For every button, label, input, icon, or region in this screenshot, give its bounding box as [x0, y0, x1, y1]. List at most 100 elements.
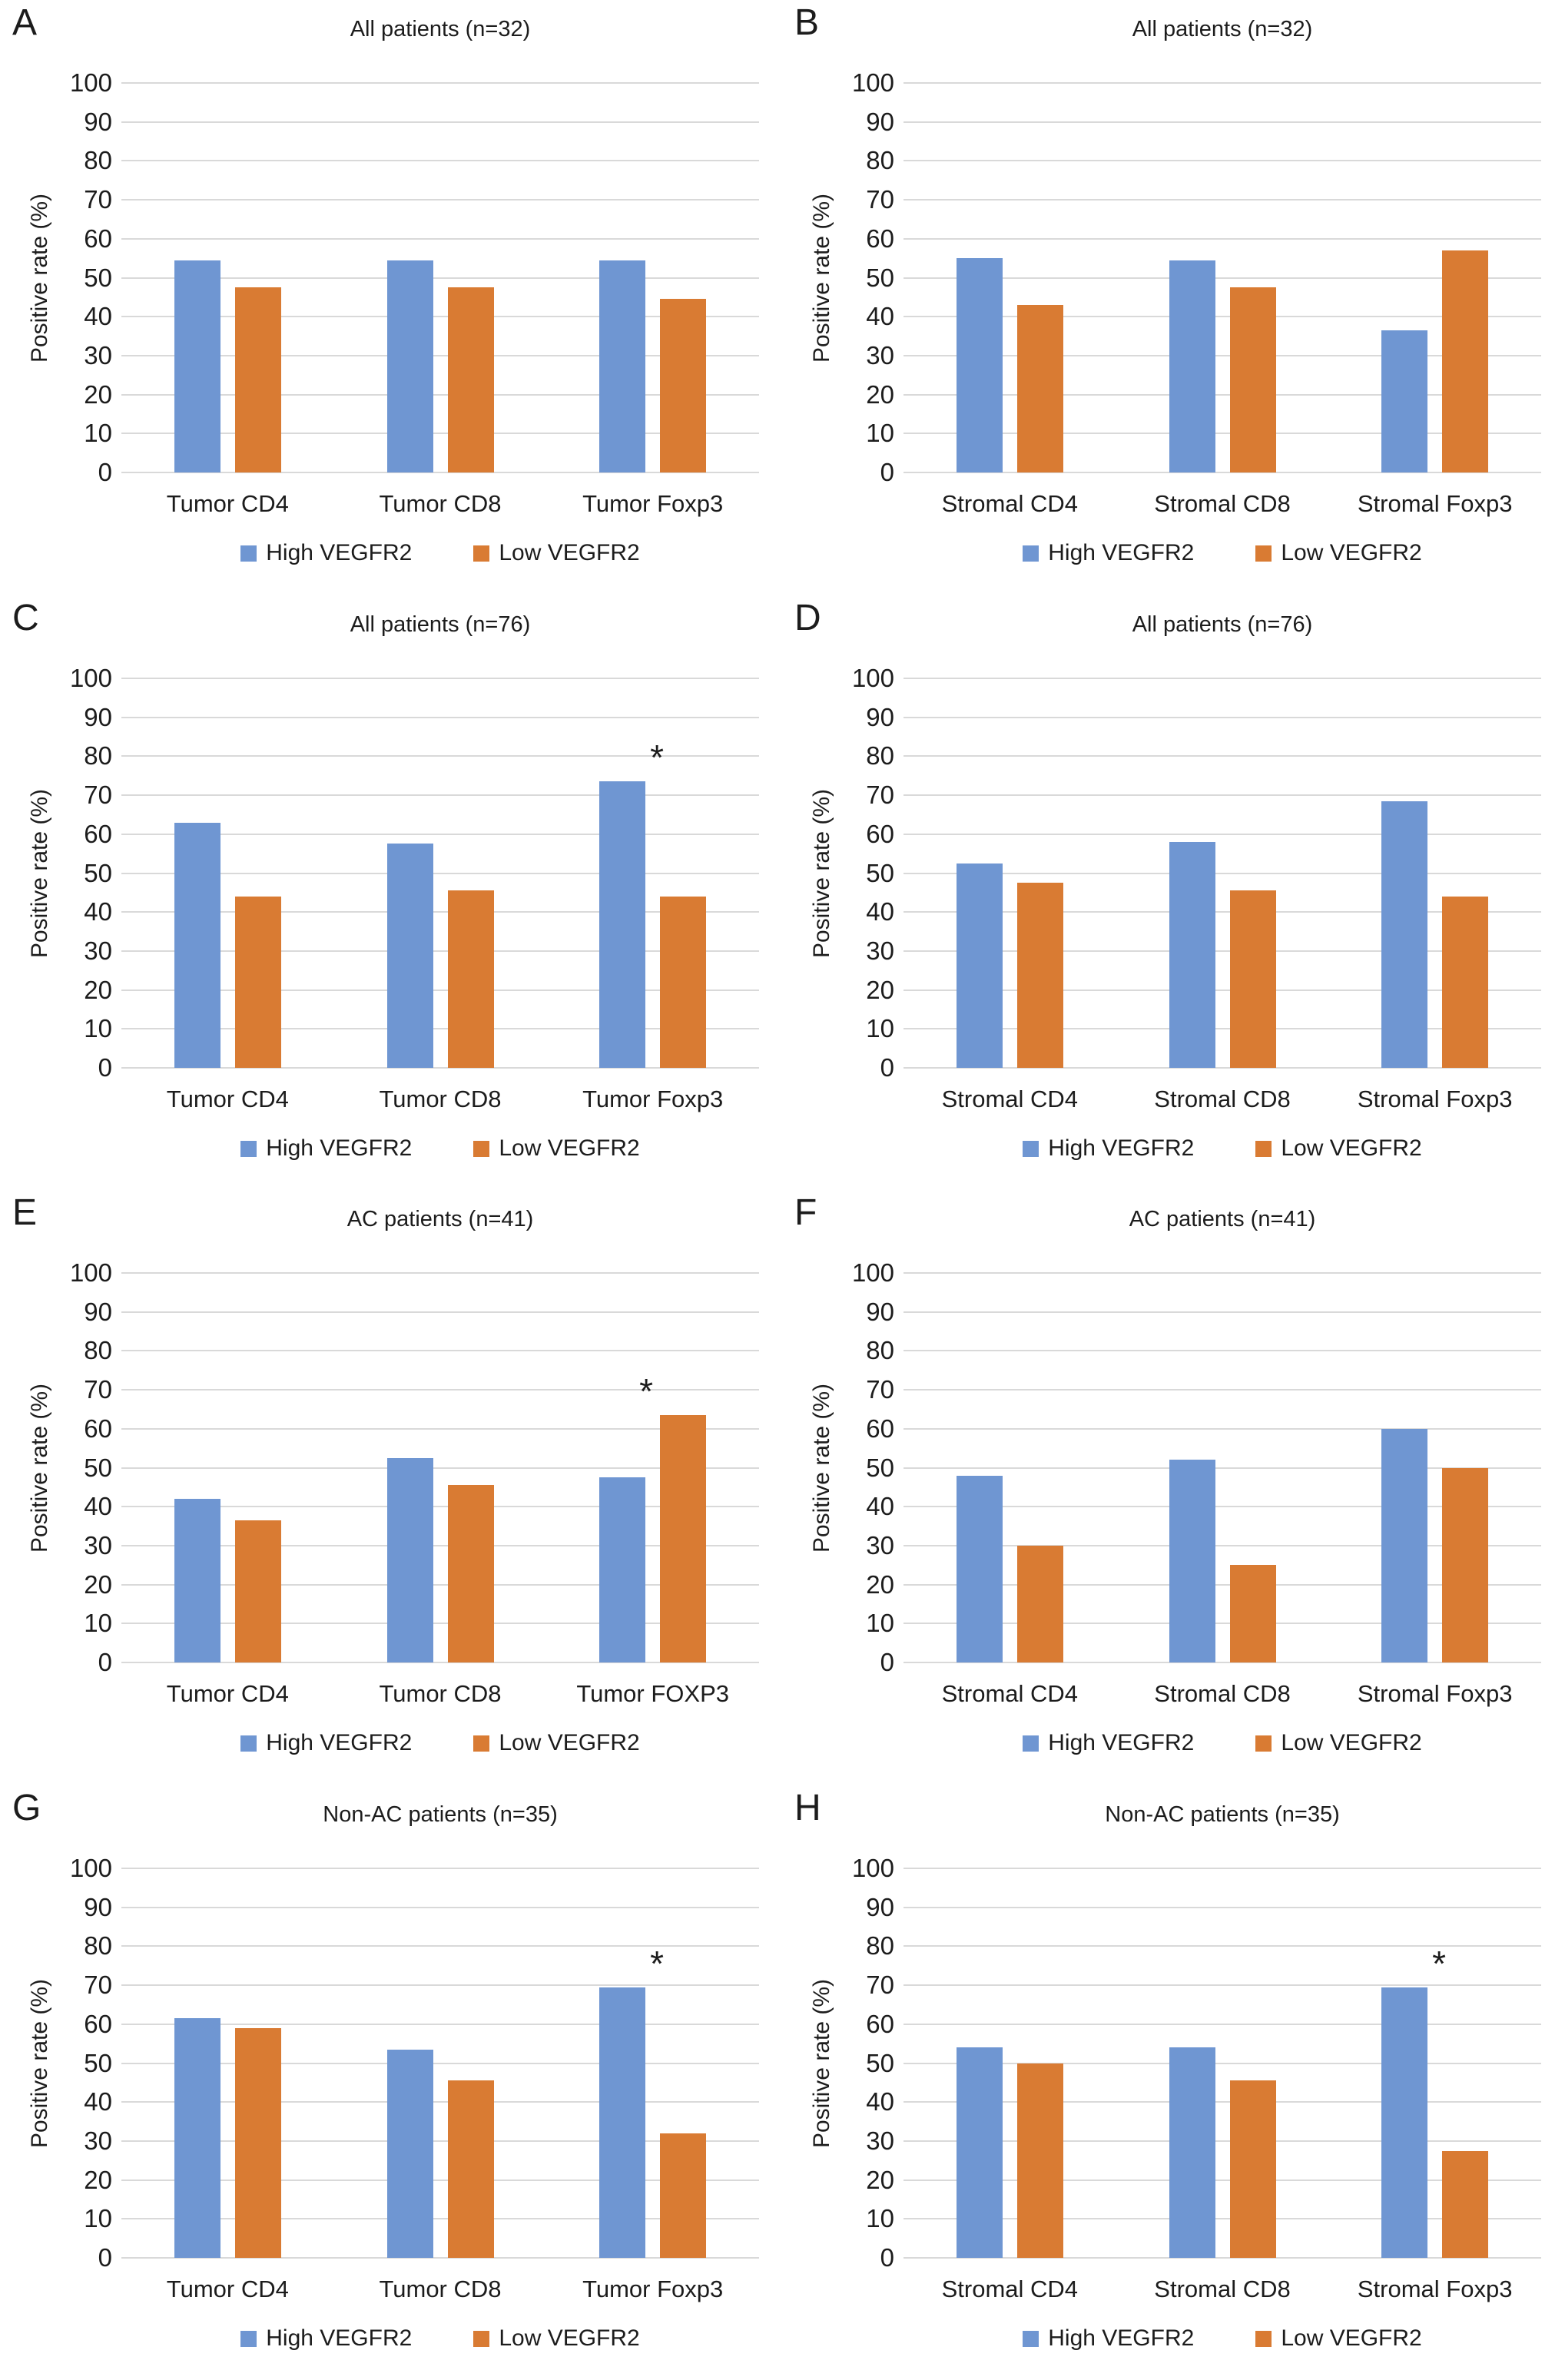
y-tick-label: 70: [84, 781, 112, 810]
y-tick-label: 70: [84, 1971, 112, 2000]
legend-swatch-high-vegfr2: [1023, 1140, 1039, 1157]
y-tick-label: 90: [84, 1297, 112, 1326]
legend: High VEGFR2 Low VEGFR2: [121, 1135, 759, 1162]
bar-high-vegfr2: [1381, 330, 1428, 472]
y-tick-label: 70: [866, 1971, 894, 2000]
y-tick-label: 80: [866, 146, 894, 175]
gridline: [121, 755, 759, 757]
chart-title: All patients (n=76): [350, 612, 531, 637]
bar-high-vegfr2: [956, 258, 1003, 472]
chart-title: All patients (n=76): [1132, 612, 1313, 637]
bar-high-vegfr2: [386, 2049, 433, 2258]
gridline: [121, 1427, 759, 1430]
y-tick-label: 20: [84, 975, 112, 1004]
plot-area: [904, 678, 1541, 1069]
y-tick-label: 60: [866, 2009, 894, 2038]
panel-letter: G: [12, 1788, 41, 1828]
gridline: [121, 1662, 759, 1663]
y-tick-label: 60: [866, 819, 894, 848]
y-tick-label: 90: [866, 1297, 894, 1326]
x-category-label: Stromal CD4: [941, 1086, 1079, 1112]
bar-high-vegfr2: [1381, 1428, 1428, 1662]
gridline: [904, 1544, 1541, 1546]
gridline: [121, 199, 759, 201]
legend-item: Low VEGFR2: [473, 540, 640, 566]
y-tick-label: 60: [84, 1414, 112, 1443]
legend-swatch-low-vegfr2: [473, 1735, 490, 1752]
y-tick-label: 50: [84, 263, 112, 292]
gridline: [904, 755, 1541, 757]
significance-asterisk: *: [650, 738, 665, 778]
bar-low-vegfr2: [447, 1485, 494, 1662]
y-tick-label: 60: [84, 819, 112, 848]
y-tick-label: 80: [84, 741, 112, 771]
gridline: [121, 2101, 759, 2103]
y-tick-label: 50: [84, 858, 112, 887]
legend-item: Low VEGFR2: [473, 2325, 640, 2352]
panel-g: G Non-AC patients (n=35) Positive rate (%)…: [0, 1785, 782, 2380]
y-tick-label: 40: [84, 897, 112, 926]
y-tick-label: 10: [84, 419, 112, 448]
gridline: [121, 237, 759, 240]
x-category-label: Tumor FOXP3: [576, 1680, 729, 1707]
gridline: [121, 1272, 759, 1274]
legend-swatch-low-vegfr2: [473, 545, 490, 562]
y-tick-label: 100: [851, 68, 894, 97]
significance-asterisk: *: [1432, 1943, 1447, 1984]
chart-title: AC patients (n=41): [1129, 1207, 1316, 1231]
y-tick-label: 50: [866, 263, 894, 292]
bar-low-vegfr2: [1229, 2080, 1276, 2258]
legend-swatch-low-vegfr2: [1255, 545, 1272, 562]
y-tick-label: 100: [69, 1258, 112, 1287]
y-tick-label: 20: [866, 975, 894, 1004]
bar-high-vegfr2: [599, 1477, 646, 1662]
gridline: [121, 393, 759, 396]
bar-high-vegfr2: [386, 844, 433, 1068]
y-tick-label: 50: [866, 1453, 894, 1482]
y-tick-label: 70: [84, 1375, 112, 1404]
gridline: [121, 678, 759, 679]
y-tick-label: 30: [866, 340, 894, 370]
gridline: [904, 1028, 1541, 1030]
panel-a: A All patients (n=32) Positive rate (%) 0 10…: [0, 0, 782, 595]
gridline: [121, 716, 759, 718]
bar-low-vegfr2: [660, 2133, 707, 2258]
x-category-label: Tumor CD4: [166, 490, 289, 517]
plot-area: [121, 82, 759, 473]
y-tick-label: 100: [69, 1854, 112, 1882]
bar-high-vegfr2: [1381, 1987, 1428, 2258]
x-category-label: Stromal CD8: [1154, 1680, 1291, 1707]
legend-swatch-high-vegfr2: [1023, 2330, 1039, 2347]
x-category-label: Tumor CD4: [166, 2276, 289, 2302]
legend-swatch-high-vegfr2: [1023, 545, 1039, 562]
x-category-label: Tumor CD8: [379, 1086, 502, 1112]
gridline: [904, 1350, 1541, 1352]
gridline: [904, 1389, 1541, 1391]
gridline: [904, 1906, 1541, 1908]
y-tick-label: 0: [98, 2243, 112, 2272]
legend-item: Low VEGFR2: [1255, 1730, 1422, 1756]
gridline: [121, 82, 759, 84]
y-tick-label: 10: [866, 1014, 894, 1043]
bar-low-vegfr2: [1442, 896, 1489, 1068]
gridline: [904, 989, 1541, 991]
y-tick-label: 70: [866, 1375, 894, 1404]
bar-high-vegfr2: [1169, 1460, 1215, 1662]
y-tick-label: 10: [866, 1609, 894, 1638]
legend: High VEGFR2 Low VEGFR2: [121, 1730, 759, 1756]
gridline: [121, 1350, 759, 1352]
y-tick-label: 20: [866, 380, 894, 409]
bar-high-vegfr2: [386, 260, 433, 472]
legend-item: High VEGFR2: [240, 540, 412, 566]
x-category-label: Tumor CD8: [379, 1680, 502, 1707]
y-tick-label: 70: [866, 185, 894, 214]
bar-low-vegfr2: [1016, 2063, 1063, 2258]
y-tick-label: 100: [851, 1854, 894, 1882]
y-tick-label: 50: [866, 2048, 894, 2077]
bar-high-vegfr2: [599, 260, 646, 472]
y-tick-label: 20: [84, 380, 112, 409]
plot-area: *: [904, 1868, 1541, 2259]
y-tick-label: 80: [84, 146, 112, 175]
plot-area: *: [121, 1272, 759, 1663]
